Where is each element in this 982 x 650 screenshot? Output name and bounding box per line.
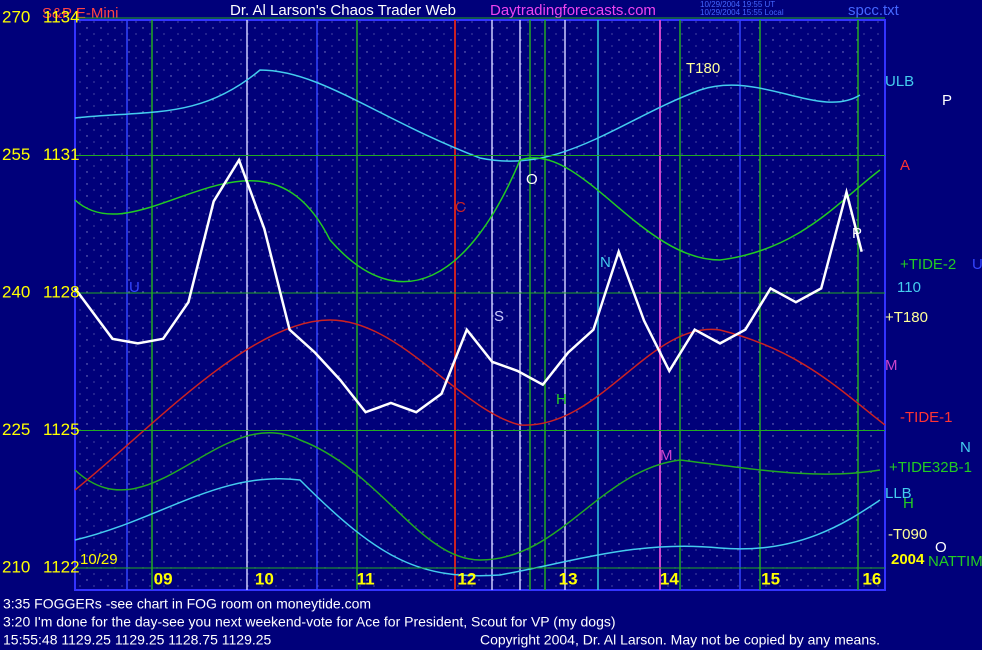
date: 10/29 — [80, 551, 118, 568]
price-line — [73, 157, 863, 414]
message: 3:20 I'm done for the day-see you next w… — [3, 614, 616, 630]
annotation: N — [600, 254, 611, 271]
label: LLB — [885, 485, 912, 502]
annotations: T180 O C S H M N P U — [129, 60, 862, 464]
annotation: M — [660, 447, 673, 464]
label: N — [960, 439, 971, 456]
right-labels: ULB P A +TIDE-2 U 110 +T180 M -TIDE-1 N … — [885, 73, 982, 570]
label: -T090 — [888, 526, 927, 543]
label: 110 — [897, 279, 921, 296]
year: 2004 — [891, 551, 925, 568]
x-tick-label: 14 — [660, 569, 679, 588]
y-tick-label: 225 — [2, 420, 30, 439]
annotation: T180 — [686, 60, 720, 77]
label: +T180 — [885, 309, 928, 326]
message: 3:35 FOGGERs -see chart in FOG room on m… — [3, 596, 371, 612]
label: +TIDE-2 — [900, 256, 956, 273]
annotation: S — [494, 308, 504, 325]
x-tick-label: 11 — [357, 569, 375, 588]
y-tick-label: 255 — [2, 145, 30, 164]
x-tick-label: 09 — [154, 569, 173, 588]
y-tick-label: 1125 — [43, 420, 80, 439]
label: -TIDE-1 — [900, 409, 953, 426]
label: A — [900, 157, 910, 174]
file-name: spcc.txt — [848, 2, 900, 19]
annotation: O — [526, 171, 538, 188]
label: NATTIM — [928, 553, 982, 570]
annotation: H — [556, 391, 567, 408]
y-tick-label: 1134 — [43, 7, 80, 26]
y-tick-label: 1122 — [43, 557, 80, 576]
y-tick-label: 270 — [2, 7, 30, 26]
plot-area — [74, 19, 886, 591]
x-tick-label: 15 — [761, 569, 780, 588]
label: +TIDE32B-1 — [889, 459, 972, 476]
annotation: C — [455, 199, 466, 216]
label: H — [903, 495, 914, 512]
subtitle: Daytradingforecasts.com — [490, 2, 656, 19]
timestamp: 10/29/2004 15:55 Local — [700, 8, 784, 17]
label: M — [885, 357, 898, 374]
status-line: 15:55:48 1129.25 1129.25 1128.75 1129.25 — [3, 632, 272, 648]
bands — [74, 69, 886, 577]
annotation: P — [852, 225, 862, 242]
label: U — [972, 256, 982, 273]
x-tick-label: 12 — [457, 569, 476, 588]
y-tick-label: 240 — [2, 282, 30, 301]
y-tick-label: 1131 — [43, 145, 80, 164]
annotation: U — [129, 279, 140, 296]
label: P — [942, 92, 952, 109]
y-tick-label: 1128 — [43, 282, 80, 301]
time-markers — [126, 20, 859, 590]
label: ULB — [885, 73, 914, 90]
title: Dr. Al Larson's Chaos Trader Web — [230, 2, 456, 19]
y-tick-label: 210 — [2, 557, 30, 576]
copyright: Copyright 2004, Dr. Al Larson. May not b… — [480, 632, 880, 648]
x-tick-label: 10 — [255, 569, 274, 588]
x-tick-label: 16 — [862, 569, 881, 588]
x-tick-label: 13 — [559, 569, 578, 588]
label: O — [935, 539, 947, 556]
timestamp: 10/29/2004 19:55 UT — [700, 0, 775, 9]
